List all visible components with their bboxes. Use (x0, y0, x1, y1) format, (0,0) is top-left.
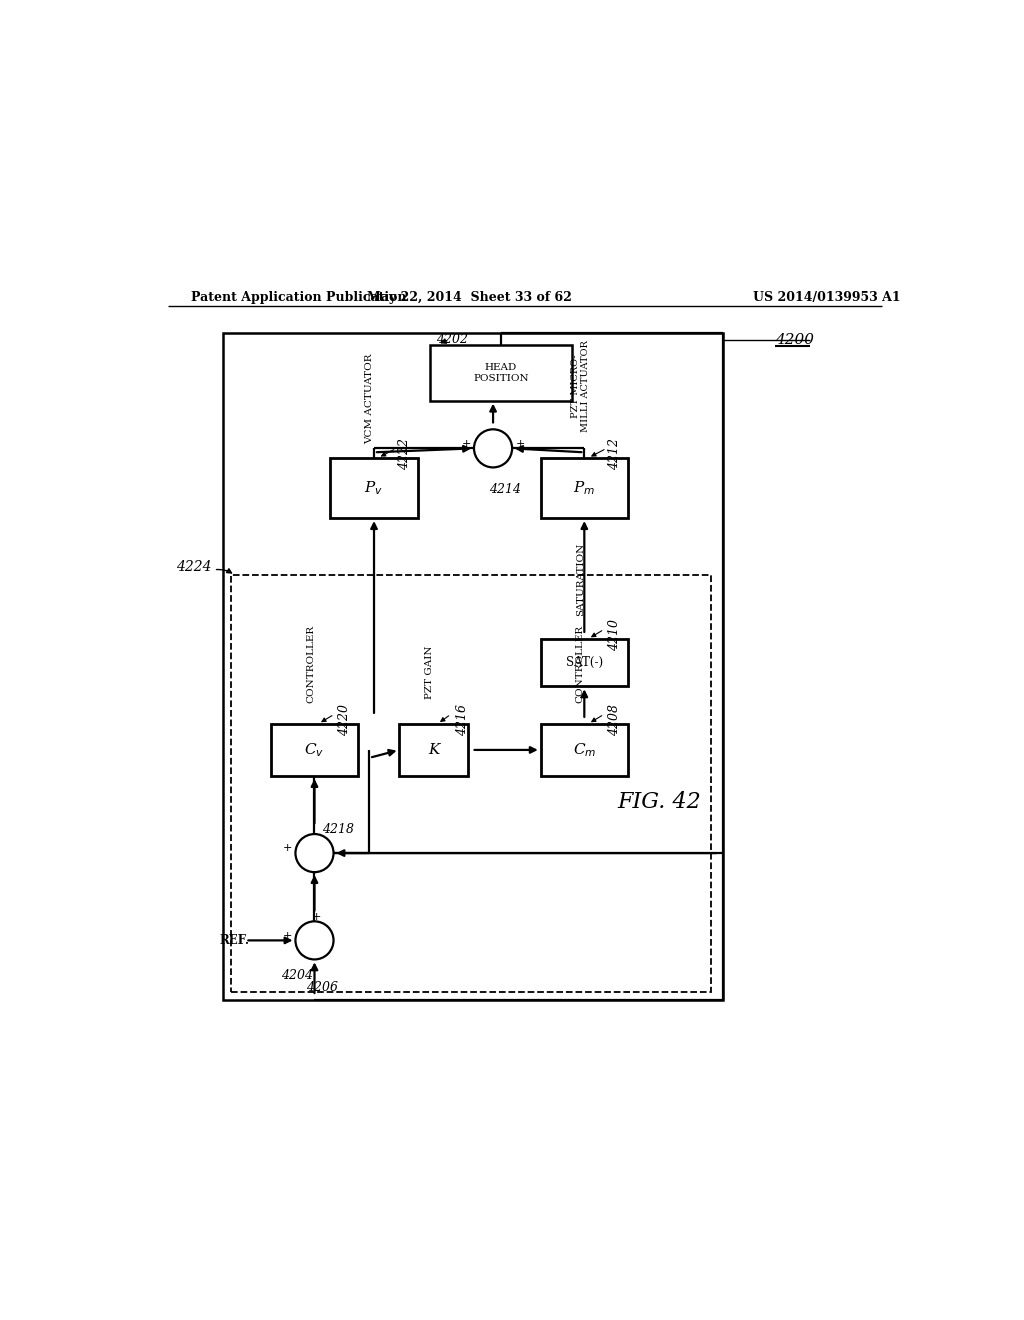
Bar (223, 333, 723, 1001)
Text: P$_m$: P$_m$ (573, 479, 596, 496)
Text: +: + (283, 843, 292, 853)
Text: HEAD
POSITION: HEAD POSITION (473, 363, 528, 383)
Text: CONTROLLER: CONTROLLER (306, 626, 315, 704)
Text: PZT GAIN: PZT GAIN (425, 645, 434, 698)
Text: CONTROLLER: CONTROLLER (575, 626, 585, 704)
Text: 4204: 4204 (281, 969, 313, 982)
Bar (541, 639, 628, 686)
Bar (331, 458, 418, 519)
Text: C$_v$: C$_v$ (304, 741, 325, 759)
Text: SATURATION: SATURATION (575, 543, 585, 616)
Text: VCM ACTUATOR: VCM ACTUATOR (366, 354, 375, 444)
Text: 4216: 4216 (456, 704, 469, 735)
Text: 4202: 4202 (436, 333, 468, 346)
Bar (541, 723, 628, 776)
Text: K: K (428, 743, 439, 756)
Text: +: + (515, 438, 524, 449)
Text: 4214: 4214 (489, 483, 521, 496)
Text: C$_m$: C$_m$ (572, 741, 596, 759)
Text: Patent Application Publication: Patent Application Publication (191, 292, 407, 304)
Bar (541, 458, 628, 519)
Text: US 2014/0139953 A1: US 2014/0139953 A1 (753, 292, 900, 304)
Text: May 22, 2014  Sheet 33 of 62: May 22, 2014 Sheet 33 of 62 (367, 292, 571, 304)
Text: 4220: 4220 (338, 704, 351, 735)
Text: 4206: 4206 (306, 981, 338, 994)
Text: REF.: REF. (219, 933, 249, 946)
Text: 4224: 4224 (176, 561, 211, 574)
Text: 4222: 4222 (397, 438, 411, 470)
Text: FIG. 42: FIG. 42 (617, 791, 701, 813)
Text: +: + (311, 912, 321, 921)
Bar (399, 723, 468, 776)
Bar (270, 723, 358, 776)
Text: PZT MICRO-
MILLI ACTUATOR: PZT MICRO- MILLI ACTUATOR (570, 341, 590, 433)
Text: SAT(-): SAT(-) (565, 656, 603, 669)
Text: 4210: 4210 (608, 619, 622, 651)
Text: 4200: 4200 (775, 333, 814, 347)
Text: 4218: 4218 (323, 822, 354, 836)
Text: +: + (462, 438, 471, 449)
Text: 4208: 4208 (608, 704, 622, 735)
Text: 4212: 4212 (608, 438, 622, 470)
Text: +: + (283, 931, 292, 941)
Text: P$_v$: P$_v$ (365, 479, 384, 496)
Bar (231, 576, 712, 991)
Bar (430, 346, 572, 401)
